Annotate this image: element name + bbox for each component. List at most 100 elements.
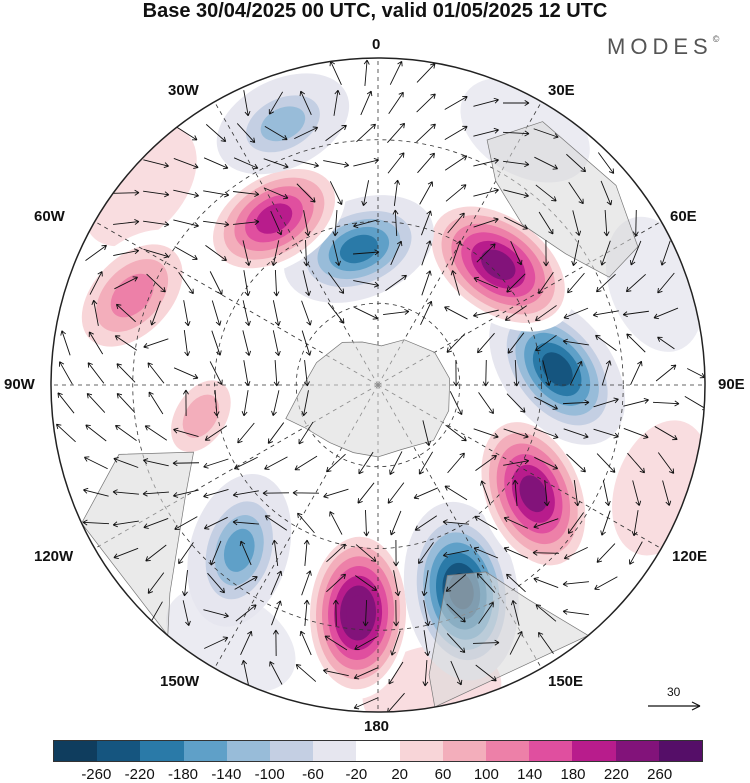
wind-vector [475,454,497,471]
wind-vector [144,425,168,441]
wind-vector [204,425,228,441]
wind-vector [353,667,379,680]
wind-vector [504,216,529,230]
wind-vector [325,124,347,142]
wind-vector [451,240,462,266]
wind-vector [566,453,586,473]
wind-vector [653,307,679,320]
wind-vector [506,393,526,413]
wind-vector [294,126,319,140]
wind-vector [329,181,343,206]
colorbar-swatch [54,741,98,761]
wind-vector [502,130,530,137]
wind-vector [535,184,557,202]
wind-vector [172,460,200,467]
wind-vector [232,519,259,526]
wind-vector [473,157,499,167]
wind-vector [236,123,256,144]
wind-vector [85,424,107,442]
wind-vector [602,480,611,507]
wind-vector [538,272,554,295]
wind-vector [360,90,373,116]
anomaly-atlantic-high [303,527,413,699]
wind-vector [473,97,499,107]
wind-vector [60,330,71,356]
wind-vector [173,158,199,169]
label-lon-150w: 150W [160,673,200,690]
wind-vector [592,310,619,318]
wind-vector [263,187,289,200]
wind-vector [292,489,320,496]
wind-vector [232,490,259,498]
wind-vector [355,575,378,591]
wind-vector [358,451,374,475]
wind-vector [388,91,404,115]
map-boundary [50,57,706,713]
wind-vector [322,668,349,677]
wind-vector [420,210,432,236]
australia-landmass [486,121,639,278]
colorbar-swatch [140,741,184,761]
wind-vector [543,480,550,507]
wind-vector [142,458,169,467]
wind-vector [83,487,109,497]
modes-logo: MODES© [607,34,719,60]
wind-vector [390,240,403,266]
wind-vector [449,391,463,416]
wind-vector [473,546,499,559]
wind-vector [416,93,436,113]
wind-vector [362,599,369,627]
wind-vector [326,543,346,563]
wind-vector [563,546,588,560]
wind-vector [596,453,616,473]
wind-vector [357,482,375,504]
wind-vector [142,490,169,497]
colorbar-swatch [486,741,530,761]
wind-vector [203,488,229,499]
wind-vector [113,457,139,468]
wind-vector [473,428,499,439]
wind-vector [472,639,500,646]
wind-vector [444,485,468,501]
wind-vector [657,452,675,474]
wind-vector [243,90,251,117]
wind-vector [207,572,225,594]
wind-vector [503,458,530,466]
colorbar-swatch [399,741,443,761]
wind-vector [242,330,252,356]
wind-vector [473,127,499,137]
wind-vector [625,273,646,293]
wind-vector [270,210,283,236]
wind-vector [393,570,401,597]
wind-vector [242,300,251,326]
wind-vector [213,390,220,417]
wind-vector [420,300,433,325]
wind-vector [234,576,258,590]
wind-vector [268,91,284,115]
wind-vector [203,157,229,170]
wind-vector [562,399,590,406]
wind-vector [567,272,585,294]
label-lon-150e: 150E [548,673,584,690]
wind-vector [601,360,612,386]
wind-vector [533,128,559,139]
wind-vector [203,190,230,198]
wind-vector [660,240,671,266]
meridian-line [214,101,379,386]
wind-vector [327,302,345,324]
wind-vector [418,542,434,564]
wind-vector [416,63,436,83]
anomaly-indian-high [473,411,593,577]
colorbar-tick-label: 60 [434,766,452,783]
wind-vector [387,482,405,504]
map-title: Base 30/04/2025 00 UTC, valid 01/05/2025… [142,0,608,22]
wind-vector [475,664,497,682]
wind-vector [657,336,675,350]
wind-vector [543,239,550,267]
wind-vector [512,479,519,506]
colorbar-swatch [97,741,141,761]
wind-vector [534,456,559,470]
wind-vector [233,191,260,197]
wind-vector [264,125,288,141]
